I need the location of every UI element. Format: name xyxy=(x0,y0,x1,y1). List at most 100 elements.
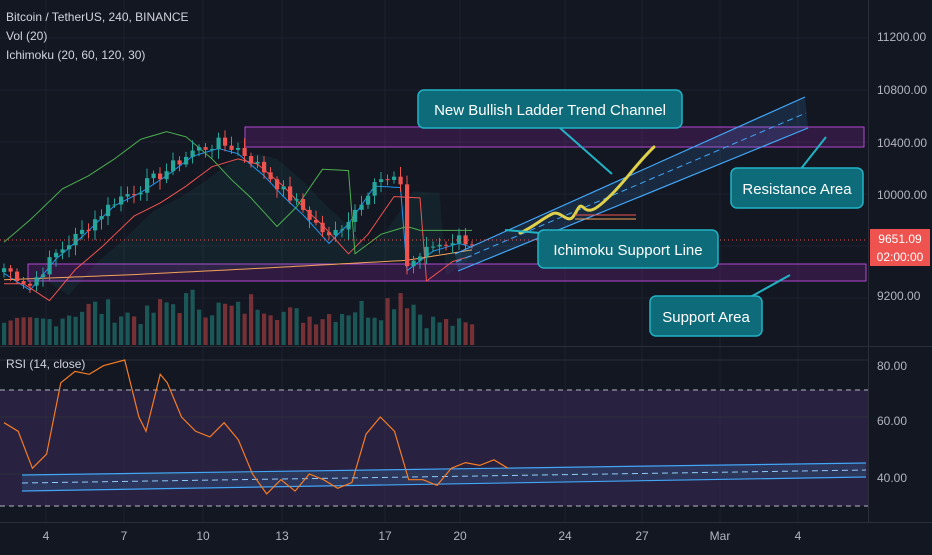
candle xyxy=(15,268,20,285)
candle xyxy=(151,170,156,184)
candle-body xyxy=(158,173,163,180)
callout-resistance[interactable]: Resistance Area xyxy=(730,136,864,209)
candle xyxy=(242,138,247,164)
volume-bar xyxy=(125,312,130,345)
channel-mid-line[interactable] xyxy=(455,112,807,263)
current-price-badge xyxy=(870,229,930,248)
rsi-pane[interactable]: RSI (14, close) xyxy=(0,357,868,507)
candle-body xyxy=(379,179,384,183)
time-tick: 7 xyxy=(121,529,128,543)
price-axis[interactable]: 11200.00 10800.00 10400.00 10000.00 9200… xyxy=(868,0,932,346)
candle-body xyxy=(281,186,286,190)
candle xyxy=(470,241,475,249)
volume-bar xyxy=(242,313,247,345)
volume-bar xyxy=(392,309,397,345)
candle xyxy=(125,186,130,203)
candle-body xyxy=(424,246,429,257)
candle-body xyxy=(320,222,325,233)
rsi-line[interactable] xyxy=(3,359,509,495)
candle xyxy=(249,152,254,168)
time-tick: 20 xyxy=(453,529,467,543)
candle-body xyxy=(151,173,156,179)
time-tick: 17 xyxy=(378,529,392,543)
candle-body xyxy=(106,204,111,217)
price-tick: 10400.00 xyxy=(877,136,927,150)
volume-bar xyxy=(262,313,267,345)
volume-bar xyxy=(463,322,468,345)
candle-body xyxy=(54,252,59,258)
candle xyxy=(60,241,65,260)
projection-path[interactable] xyxy=(518,145,656,235)
candle xyxy=(398,166,403,192)
callout-box xyxy=(649,295,763,337)
rsi-axis[interactable]: 80.00 60.00 40.00 xyxy=(868,347,932,522)
rsi-label[interactable]: RSI (14, close) xyxy=(6,357,85,371)
volume-bar xyxy=(119,316,124,345)
candle-body xyxy=(353,209,358,222)
candle-body xyxy=(125,194,130,197)
callout-support[interactable]: Support Area xyxy=(649,274,791,337)
volume-bar xyxy=(132,316,137,345)
candle xyxy=(28,280,33,293)
volume-bar xyxy=(203,317,208,345)
candle xyxy=(392,171,397,184)
candle-body xyxy=(184,156,189,165)
volume-bar xyxy=(60,318,65,345)
indicator-vol-label[interactable]: Vol (20) xyxy=(6,29,47,43)
volume-bar xyxy=(15,317,20,345)
symbol-title[interactable]: Bitcoin / TetherUS, 240, BINANCE xyxy=(6,10,189,24)
candle xyxy=(41,267,46,287)
volume-bar xyxy=(80,311,85,345)
candle-body xyxy=(112,204,117,206)
volume-bar xyxy=(424,328,429,345)
candle-body xyxy=(119,196,124,205)
countdown-text: 02:00:00 xyxy=(877,250,924,264)
volume-bar xyxy=(398,293,403,345)
candle xyxy=(93,210,98,241)
candle xyxy=(145,168,150,201)
indicator-ichimoku-label[interactable]: Ichimoku (20, 60, 120, 30) xyxy=(6,48,145,62)
volume-bar xyxy=(333,321,338,345)
candle-body xyxy=(288,186,293,201)
volume-bar xyxy=(216,302,221,345)
candle xyxy=(444,241,449,251)
channel-lower-line[interactable] xyxy=(457,127,809,272)
candle xyxy=(255,155,260,169)
candle-body xyxy=(463,235,468,245)
volume-bar xyxy=(223,303,228,345)
candle-body xyxy=(327,232,332,236)
time-tick: 24 xyxy=(558,529,572,543)
candle-body xyxy=(470,244,475,246)
chikou-line xyxy=(3,131,472,255)
volume-bar xyxy=(236,301,241,345)
time-tick: Mar xyxy=(710,529,731,543)
candle xyxy=(171,152,176,176)
rsi-tick: 80.00 xyxy=(877,359,907,373)
volume-bar xyxy=(54,326,59,345)
time-axis[interactable]: 4 7 10 13 17 20 24 27 Mar 4 xyxy=(0,522,932,544)
callout-text: Ichimoku Support Line xyxy=(553,242,702,259)
candle xyxy=(34,271,39,292)
candle-body xyxy=(60,249,65,253)
candle xyxy=(405,175,410,275)
time-tick: 13 xyxy=(275,529,289,543)
volume-bar xyxy=(320,319,325,345)
candle-body xyxy=(398,176,403,185)
candle xyxy=(294,193,299,205)
candle xyxy=(307,206,312,229)
candle xyxy=(216,132,221,159)
rsi-tick: 40.00 xyxy=(877,471,907,485)
volume-bar xyxy=(359,300,364,345)
volume-bar xyxy=(99,313,104,345)
candle-body xyxy=(359,204,364,210)
candle-body xyxy=(411,260,416,267)
callout-trend-channel[interactable]: New Bullish Ladder Trend Channel xyxy=(417,89,683,175)
price-tick: 10800.00 xyxy=(877,83,927,97)
candle-body xyxy=(450,243,455,245)
callout-ichimoku-support[interactable]: Ichimoku Support Line xyxy=(504,229,719,269)
candle xyxy=(184,151,189,168)
rsi-band xyxy=(0,390,868,506)
candle-body xyxy=(294,199,299,201)
volume-bar xyxy=(431,316,436,345)
